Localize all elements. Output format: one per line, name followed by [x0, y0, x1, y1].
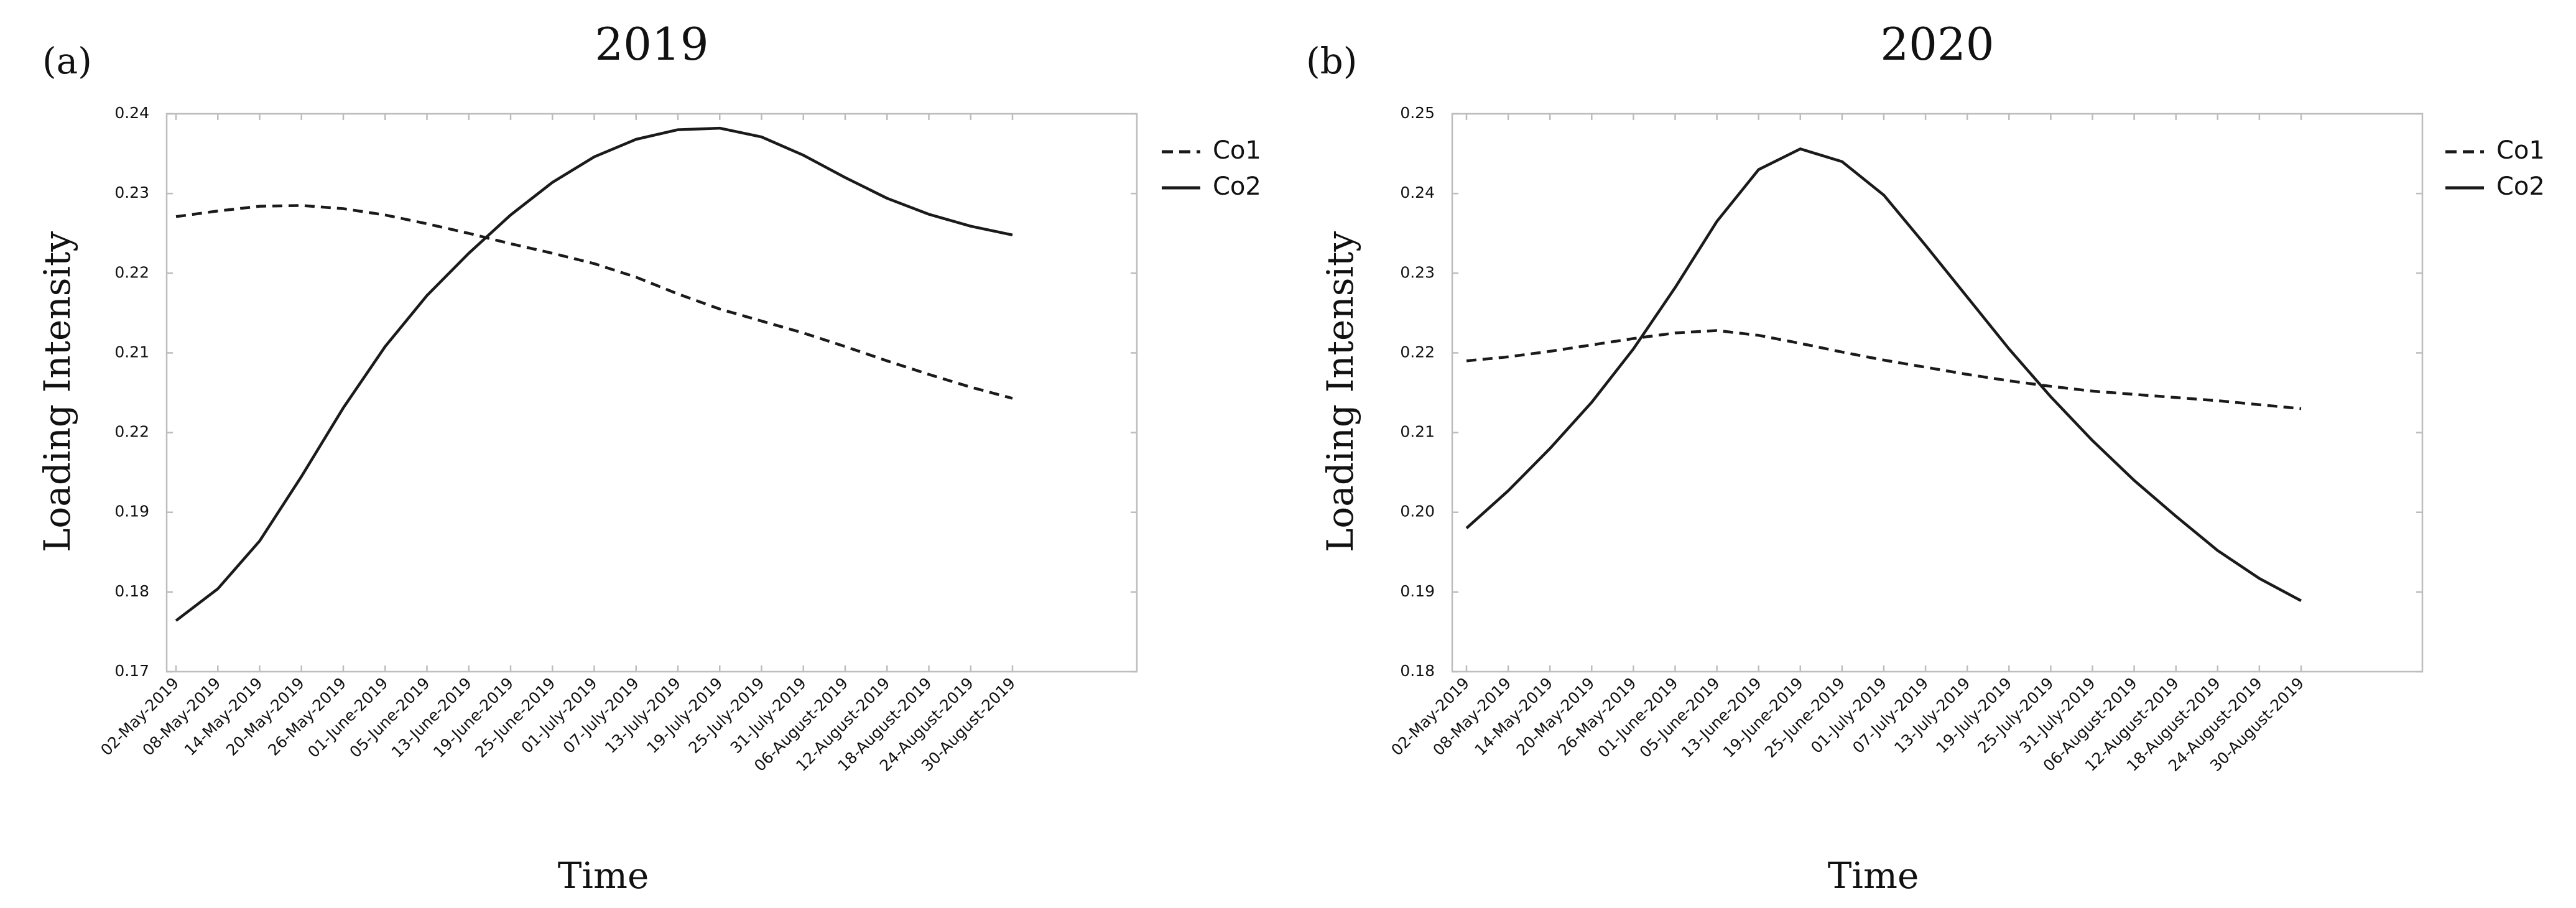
x-axis-title: Time — [1828, 855, 1919, 897]
y-tick-label: 0.21 — [1400, 423, 1435, 441]
plot-frame — [165, 113, 1138, 673]
chart-panel-1: (a) 20190.170.180.190.220.210.220.230.240… — [36, 18, 1261, 897]
y-axis-title: Loading Intensity — [1319, 231, 1361, 552]
legend-label-co2: Co2 — [1213, 172, 1261, 201]
y-tick-label: 0.21 — [114, 343, 149, 361]
y-tick-label: 0.19 — [1400, 582, 1435, 600]
x-axis-title: Time — [558, 855, 649, 897]
panel-label: (a) — [42, 40, 92, 82]
plot-frame — [1451, 113, 2424, 673]
chart-panel-2: (b) 20200.180.190.200.210.220.230.240.250… — [1306, 18, 2545, 897]
series-line-co1 — [1466, 329, 2302, 410]
series-line-co2 — [175, 126, 1013, 622]
y-tick-label: 0.22 — [114, 263, 149, 281]
series-line-co1 — [175, 204, 1013, 400]
legend-label-co2: Co2 — [2496, 172, 2545, 201]
y-tick-label: 0.24 — [1400, 183, 1435, 202]
y-tick-label: 0.17 — [114, 662, 149, 680]
y-tick-label: 0.24 — [114, 104, 149, 122]
y-tick-label: 0.20 — [1400, 503, 1435, 521]
y-tick-label: 0.25 — [1400, 104, 1435, 122]
y-tick-label: 0.22 — [114, 423, 149, 441]
y-axis-title: Loading Intensity — [36, 231, 78, 552]
y-tick-label: 0.23 — [1400, 263, 1435, 281]
y-tick-label: 0.18 — [1400, 662, 1435, 680]
y-tick-label: 0.23 — [114, 183, 149, 202]
chart-title: 2019 — [595, 18, 708, 70]
panel-label: (b) — [1306, 40, 1357, 82]
legend-label-co1: Co1 — [1213, 136, 1261, 165]
series-line-co2 — [1465, 147, 2302, 602]
chart-title: 2020 — [1880, 18, 1994, 70]
y-tick-label: 0.18 — [114, 582, 149, 600]
legend-label-co1: Co1 — [2496, 136, 2545, 165]
y-tick-label: 0.22 — [1400, 343, 1435, 361]
y-tick-label: 0.19 — [114, 503, 149, 521]
